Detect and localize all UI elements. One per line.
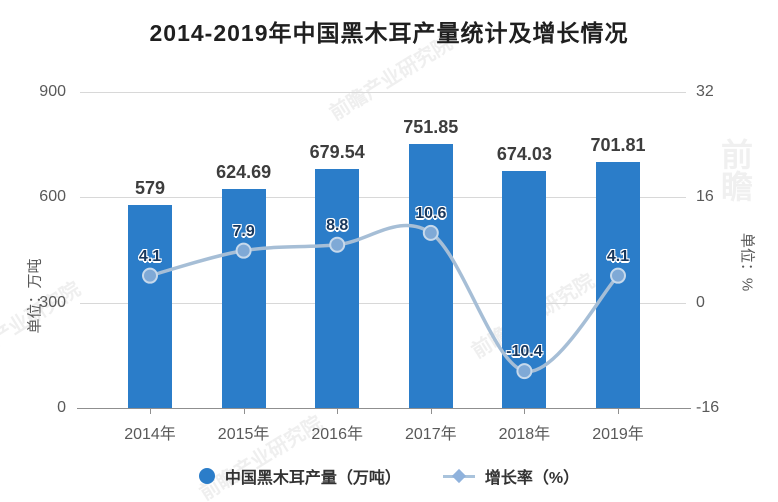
- x-axis-tick: [618, 408, 619, 414]
- line-value-label: 4.1: [138, 247, 162, 265]
- legend-item-production: 中国黑木耳产量（万吨）: [198, 464, 401, 488]
- chart-title: 2014-2019年中国黑木耳产量统计及增长情况: [149, 20, 629, 46]
- bar-value-label: 679.54: [309, 142, 365, 163]
- line-series-marker-icon: [442, 468, 475, 484]
- right-axis-unit-label: 单位：%: [738, 232, 756, 292]
- line-value-label: 4.1: [606, 247, 630, 265]
- x-axis-category-label: 2015年: [217, 426, 270, 443]
- left-axis-tick-label: 0: [57, 399, 66, 416]
- x-axis-category-label: 2016年: [311, 426, 363, 443]
- gridline: [80, 92, 686, 93]
- line-value-label: -10.4: [506, 343, 543, 361]
- right-axis-tick-label: -16: [696, 399, 720, 416]
- x-axis-tick: [430, 408, 432, 414]
- gridline: [80, 197, 686, 199]
- right-axis-tick-label: 32: [696, 83, 714, 100]
- x-axis-tick: [243, 408, 245, 414]
- bar-value-label: 751.85: [403, 117, 459, 138]
- x-axis-category-label: 2019年: [592, 426, 644, 443]
- bar-value-label: 701.81: [590, 134, 646, 155]
- right-axis-tick-label: 16: [696, 188, 714, 206]
- x-axis-tick: [524, 408, 526, 414]
- x-axis-line: [77, 408, 691, 409]
- legend-label: 中国黑木耳产量（万吨）: [224, 470, 401, 487]
- x-axis-category-label: 2014年: [124, 426, 176, 443]
- right-axis-tick-label: 0: [696, 293, 705, 311]
- x-axis-category-label: 2018年: [498, 426, 551, 443]
- legend-label: 增长率（%）: [484, 470, 580, 487]
- bar-2019年: [596, 161, 640, 408]
- bar-2017年: [408, 144, 453, 408]
- legend: 中国黑木耳产量（万吨） 增长率（%）: [0, 464, 778, 488]
- bar-2016年: [315, 169, 360, 408]
- line-value-label: 10.6: [415, 204, 447, 222]
- line-value-label: 8.8: [326, 216, 349, 234]
- x-axis-category-label: 2017年: [404, 426, 457, 443]
- left-axis-tick-label: 600: [39, 188, 66, 206]
- bar-2015年: [221, 188, 266, 408]
- legend-item-growth-rate: 增长率（%）: [442, 464, 580, 488]
- bar-value-label: 579: [134, 177, 166, 198]
- bar-value-label: 624.69: [216, 161, 272, 182]
- bar-series-marker-icon: [198, 468, 215, 484]
- bar-value-label: 674.03: [496, 144, 552, 165]
- left-axis-tick-label: 300: [39, 293, 66, 311]
- bar-2018年: [502, 171, 547, 408]
- bar-2014年: [128, 204, 172, 408]
- line-value-label: 7.9: [232, 222, 255, 240]
- left-axis-tick-label: 900: [39, 83, 66, 100]
- x-axis-tick: [337, 408, 339, 414]
- x-axis-tick: [150, 408, 151, 414]
